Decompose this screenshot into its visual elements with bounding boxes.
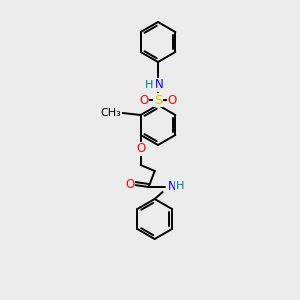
Text: S: S [154,94,162,106]
Text: H: H [145,80,153,90]
Text: O: O [140,94,148,106]
Text: N: N [155,79,164,92]
Text: CH₃: CH₃ [100,108,121,118]
Text: O: O [136,142,145,155]
Text: O: O [167,94,177,106]
Text: O: O [125,178,134,191]
Text: N: N [168,179,176,193]
Text: H: H [176,181,184,191]
